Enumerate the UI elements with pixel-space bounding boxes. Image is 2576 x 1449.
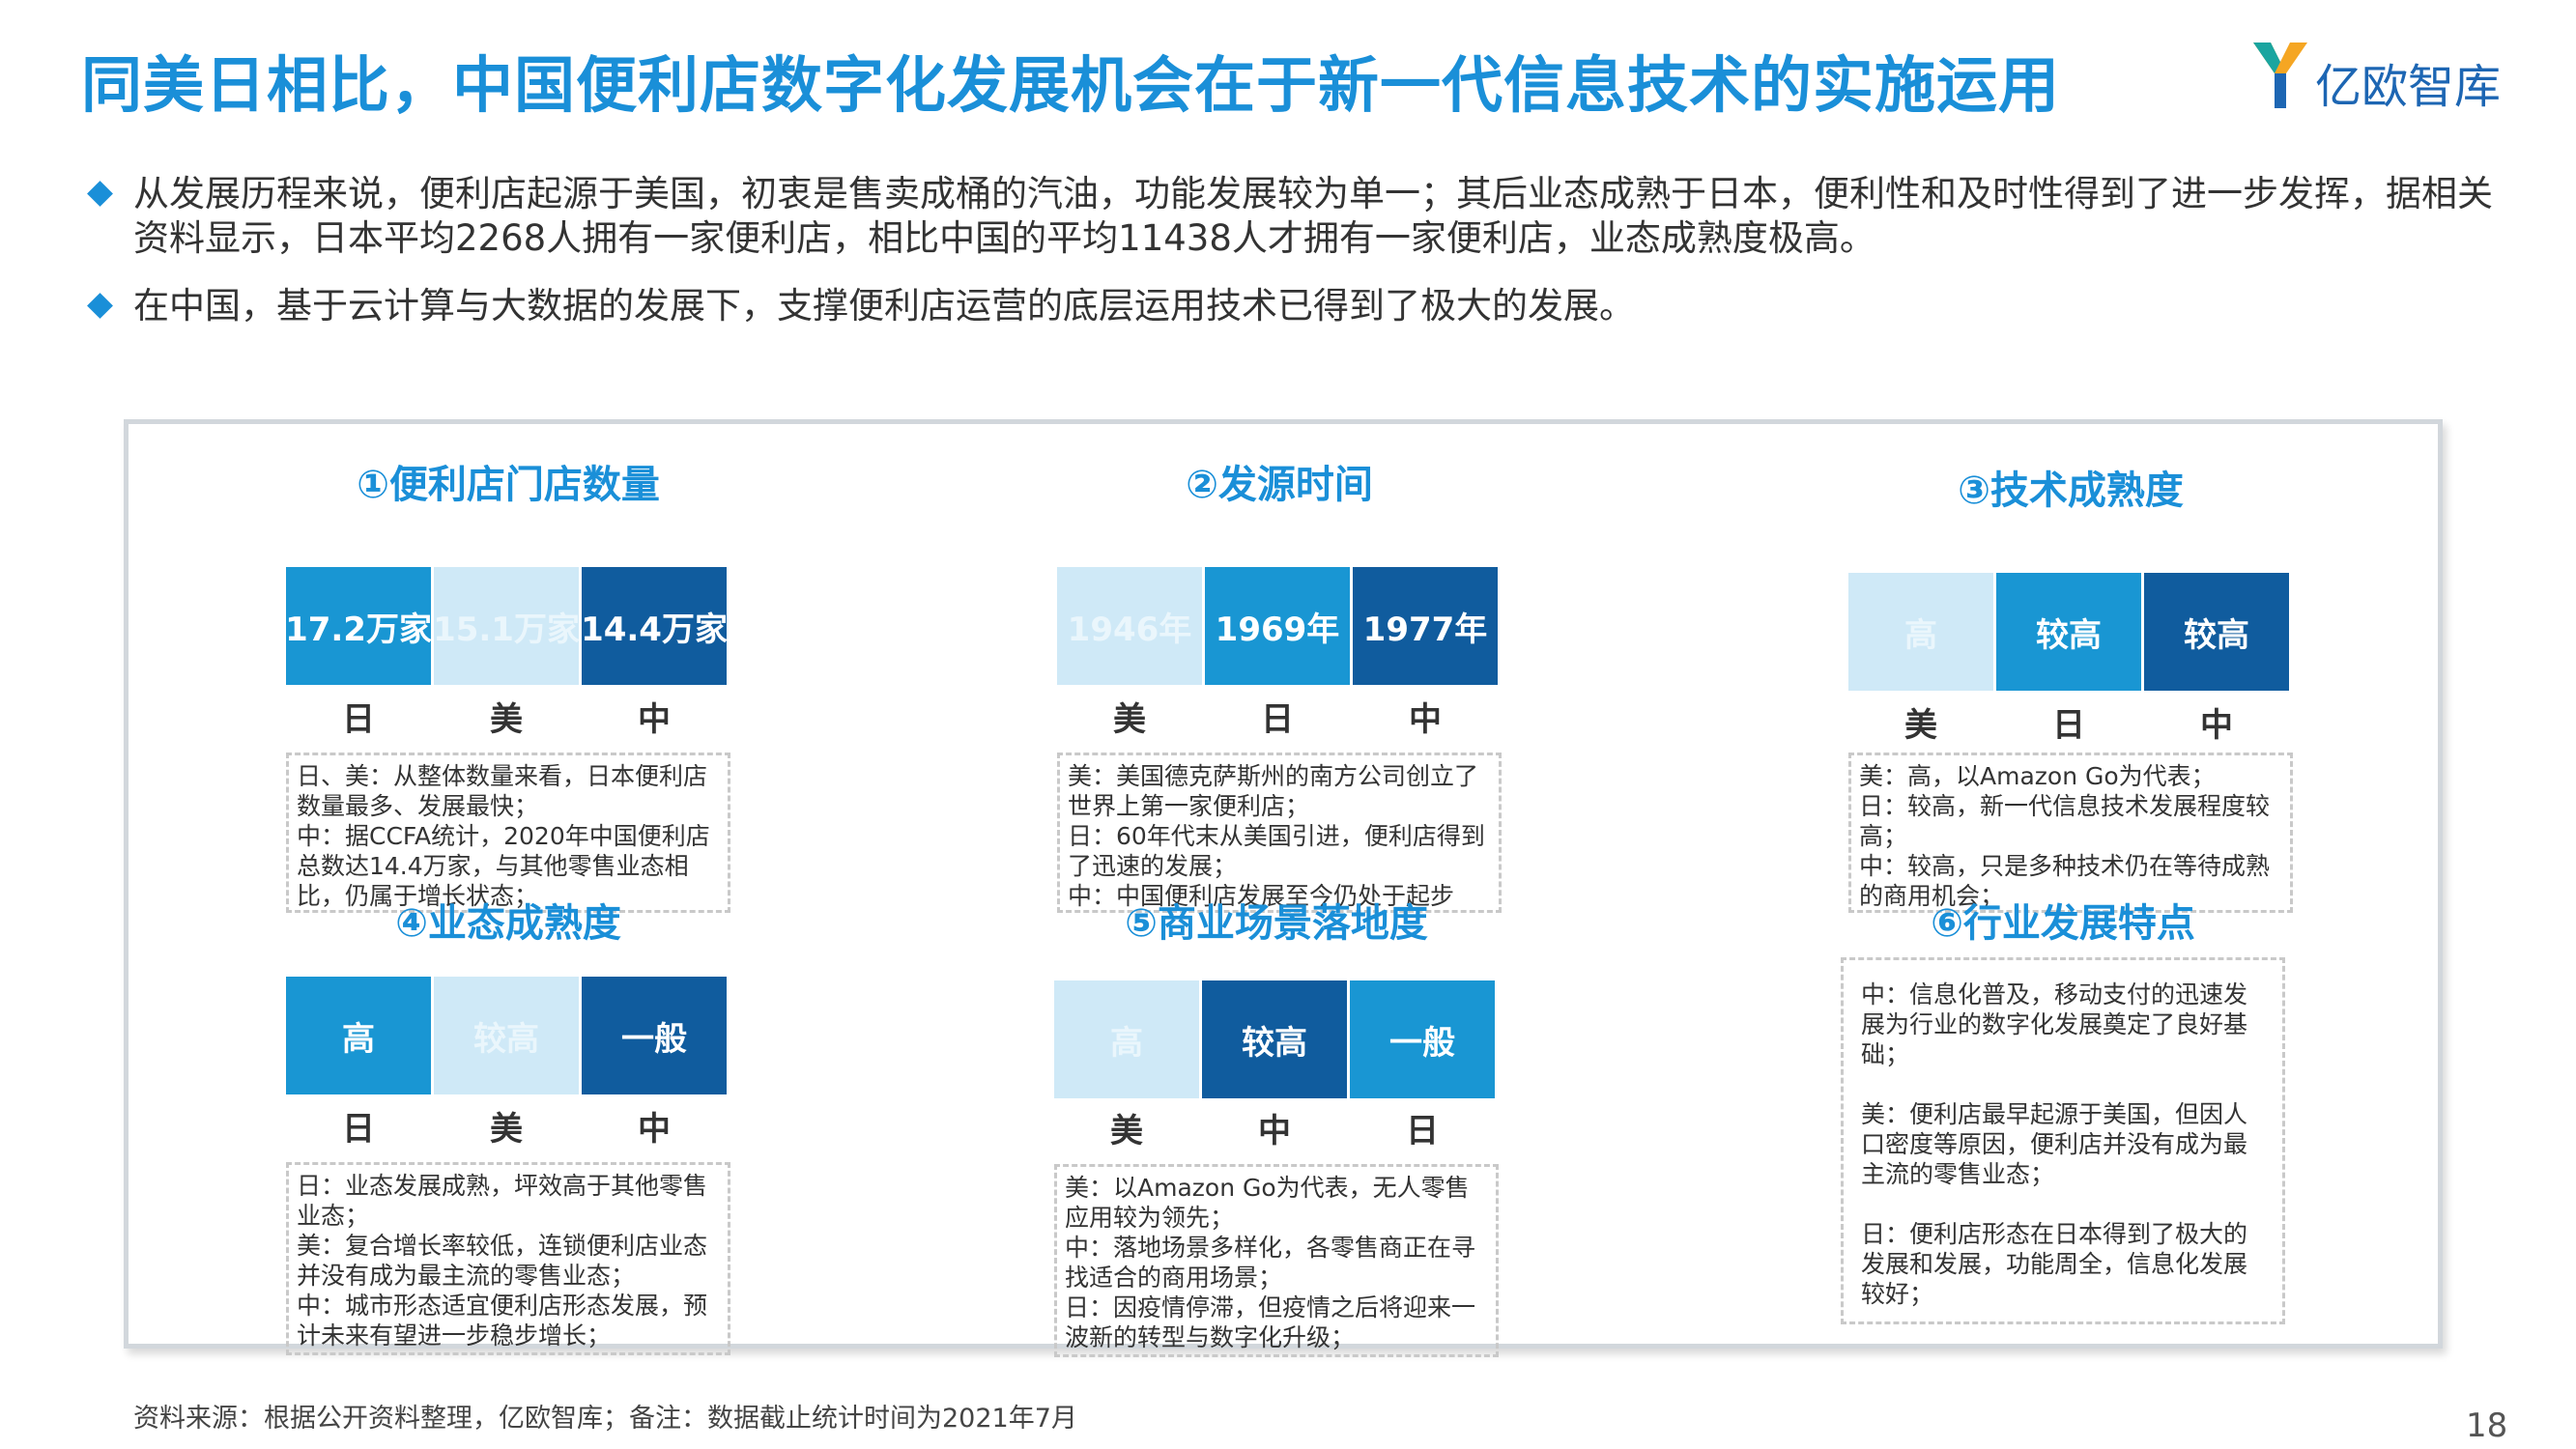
section-title: ⑥行业发展特点 <box>1931 901 2195 946</box>
country-labels: 日 美 中 <box>286 693 727 740</box>
section-note: 日：业态发展成熟，坪效高于其他零售业态； 美：复合增长率较低，连锁便利店业态并没… <box>286 1162 730 1355</box>
value-cells: 17.2万家 15.1万家 14.4万家 <box>286 567 727 685</box>
value-cell: 1969年 <box>1205 567 1350 685</box>
country-labels: 美 日 中 <box>1057 693 1498 740</box>
bullet-text: 从发展历程来说，便利店起源于美国，初衷是售卖成桶的汽油，功能发展较为单一；其后业… <box>133 173 2493 259</box>
section-title: ①便利店门店数量 <box>357 463 660 507</box>
country-labels: 日 美 中 <box>286 1102 727 1150</box>
section-note: 美：美国德克萨斯州的南方公司创立了世界上第一家便利店； 日：60年代末从美国引进… <box>1057 753 1502 913</box>
intro-bullets: 从发展历程来说，便利店起源于美国，初衷是售卖成桶的汽油，功能发展较为单一；其后业… <box>85 172 2520 352</box>
value-cell: 一般 <box>582 977 727 1094</box>
value-cell: 15.1万家 <box>434 567 579 685</box>
section-note: 中：信息化普及，移动支付的迅速发展为行业的数字化发展奠定了良好基础； 美：便利店… <box>1841 957 2285 1324</box>
value-cell: 较高 <box>1202 980 1347 1098</box>
value-cell: 高 <box>1848 573 1993 691</box>
value-cell: 较高 <box>1996 573 2141 691</box>
section-title: ⑤商业场景落地度 <box>1125 901 1428 946</box>
section-title: ③技术成熟度 <box>1958 469 2184 513</box>
value-cell: 较高 <box>434 977 579 1094</box>
value-cell: 较高 <box>2144 573 2289 691</box>
country-label: 中 <box>2200 706 2233 745</box>
value-cell: 1977年 <box>1353 567 1498 685</box>
diamond-bullet-icon <box>87 181 113 207</box>
section-note: 美：高，以Amazon Go为代表； 日：较高，新一代信息技术发展程度较高； 中… <box>1848 753 2293 913</box>
country-label: 中 <box>1409 700 1442 739</box>
country-label: 日 <box>1406 1112 1439 1151</box>
country-label: 日 <box>342 1110 375 1149</box>
page-number: 18 <box>2466 1406 2508 1445</box>
value-cells: 高 较高 一般 <box>286 977 727 1094</box>
country-label: 中 <box>1258 1112 1291 1151</box>
diamond-bullet-icon <box>87 293 113 319</box>
section-note: 美：以Amazon Go为代表，无人零售应用较为领先； 中：落地场景多样化，各零… <box>1054 1164 1499 1357</box>
country-labels: 美 日 中 <box>1848 698 2289 746</box>
country-label: 中 <box>638 700 671 739</box>
section-note: 日、美：从整体数量来看，日本便利店数量最多、发展最快； 中：据CCFA统计，20… <box>286 753 730 913</box>
country-label: 日 <box>1261 700 1294 739</box>
country-label: 日 <box>2052 706 2085 745</box>
page-title: 同美日相比，中国便利店数字化发展机会在于新一代信息技术的实施运用 <box>81 50 2060 121</box>
value-cell: 高 <box>286 977 431 1094</box>
country-label: 美 <box>490 1110 523 1149</box>
value-cell: 1946年 <box>1057 567 1202 685</box>
comparison-panel: ①便利店门店数量 17.2万家 15.1万家 14.4万家 日 美 中 日、美：… <box>124 419 2443 1357</box>
section-title: ②发源时间 <box>1186 463 1373 507</box>
country-label: 美 <box>490 700 523 739</box>
value-cells: 1946年 1969年 1977年 <box>1057 567 1498 685</box>
logo-text: 亿欧智库 <box>2315 60 2502 114</box>
bullet-text: 在中国，基于云计算与大数据的发展下，支撑便利店运营的底层运用技术已得到了极大的发… <box>133 285 1635 327</box>
value-cells: 高 较高 较高 <box>1848 573 2289 691</box>
value-cell: 17.2万家 <box>286 567 431 685</box>
value-cells: 高 较高 一般 <box>1054 980 1495 1098</box>
country-label: 美 <box>1113 700 1146 739</box>
country-label: 中 <box>638 1110 671 1149</box>
source-note: 资料来源：根据公开资料整理，亿欧智库；备注：数据截止统计时间为2021年7月 <box>133 1404 1077 1434</box>
country-labels: 美 中 日 <box>1054 1104 1495 1151</box>
country-label: 美 <box>1904 706 1937 745</box>
country-label: 美 <box>1110 1112 1143 1151</box>
value-cell: 高 <box>1054 980 1199 1098</box>
bullet-item: 在中国，基于云计算与大数据的发展下，支撑便利店运营的底层运用技术已得到了极大的发… <box>85 284 2520 328</box>
value-cell: 一般 <box>1350 980 1495 1098</box>
bullet-item: 从发展历程来说，便利店起源于美国，初衷是售卖成桶的汽油，功能发展较为单一；其后业… <box>85 172 2520 261</box>
logo-mark-icon <box>2253 43 2307 108</box>
value-cell: 14.4万家 <box>582 567 727 685</box>
country-label: 日 <box>342 700 375 739</box>
yiou-logo: 亿欧智库 <box>2249 37 2539 119</box>
section-title: ④业态成熟度 <box>395 901 621 946</box>
